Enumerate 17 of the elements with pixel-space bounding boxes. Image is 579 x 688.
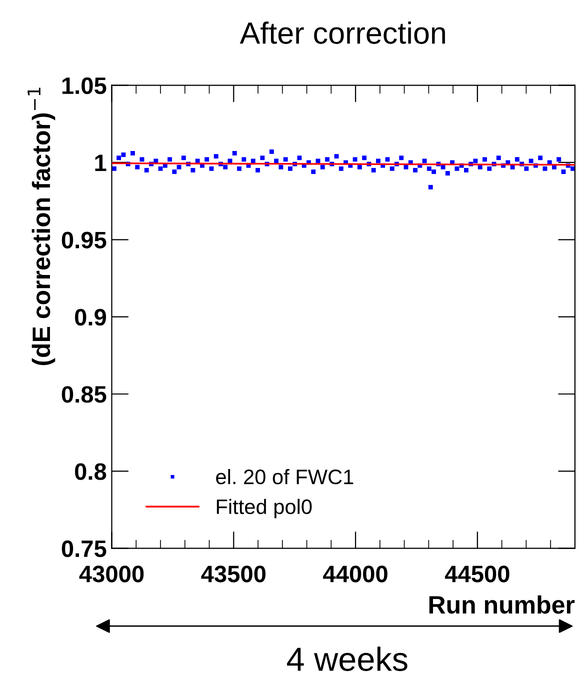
x-tick-label: 43000 [79, 566, 144, 582]
y-tick-label: 0.9 [75, 308, 106, 326]
y-tick-label: 0.75 [62, 540, 106, 558]
x-tick-label: 43500 [201, 566, 266, 582]
x-axis-title: Run number [429, 595, 575, 614]
y-tick-label: 0.85 [62, 386, 106, 403]
chart-title: After correction [240, 22, 445, 44]
y-tick-label: 1 [95, 154, 106, 172]
x-tick-label: 44500 [444, 566, 510, 582]
text: 4 weeks [287, 646, 408, 672]
x-tick-label: 44000 [323, 566, 388, 582]
legend-label: Fitted pol0 [216, 498, 312, 518]
y-tick-label: 0.8 [75, 463, 106, 480]
legend-label: el. 20 of FWC1 [216, 468, 354, 484]
y-tick-label: 1.05 [62, 77, 106, 94]
y-tick-label: 0.95 [62, 232, 106, 248]
y-axis-title: (dE correction factor)$^{−1}$ [28, 88, 56, 366]
